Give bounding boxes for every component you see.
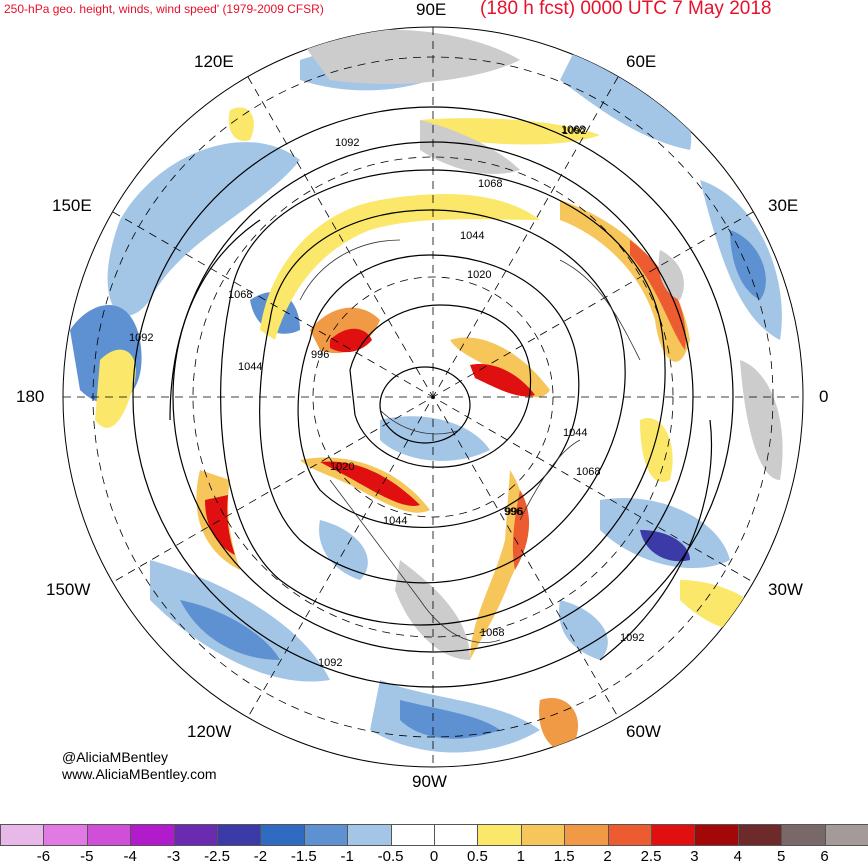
colorbar-swatch bbox=[564, 824, 609, 846]
colorbar-tick-label: -6 bbox=[36, 848, 51, 865]
forecast-time-title: (180 h fcst) 0000 UTC 7 May 2018 bbox=[480, 0, 772, 19]
lat-lon-grid bbox=[63, 27, 803, 767]
map-title: 250-hPa geo. height, winds, wind speed' … bbox=[4, 2, 324, 16]
lon-label-0: 0 bbox=[819, 387, 829, 406]
colorbar-tick-label: 6 bbox=[820, 848, 829, 865]
colorbar-tick-label: 1.5 bbox=[553, 848, 575, 865]
svg-text:1020: 1020 bbox=[467, 269, 491, 281]
colorbar-swatch bbox=[173, 824, 218, 846]
svg-text:1068: 1068 bbox=[480, 627, 504, 639]
colorbar-swatch bbox=[781, 824, 826, 846]
svg-text:1044: 1044 bbox=[238, 361, 262, 373]
credit-website: www.AliciaMBentley.com bbox=[62, 766, 217, 782]
svg-text:996: 996 bbox=[504, 506, 522, 518]
lon-label-120e: 120E bbox=[194, 52, 234, 71]
colorbar-tick-label: 3 bbox=[690, 848, 699, 865]
colorbar-swatch bbox=[86, 824, 132, 846]
colorbar-swatch bbox=[303, 824, 349, 846]
svg-text:996: 996 bbox=[311, 349, 329, 361]
terrain-masking bbox=[300, 29, 783, 660]
colorbar-swatch bbox=[434, 824, 479, 846]
colorbar-swatch bbox=[607, 824, 652, 846]
lon-label-120w: 120W bbox=[187, 722, 232, 741]
svg-text:1068: 1068 bbox=[478, 178, 502, 190]
colorbar-swatch bbox=[651, 824, 696, 846]
colorbar-tick-label: 2.5 bbox=[640, 848, 662, 865]
svg-text:996: 996 bbox=[505, 506, 523, 518]
svg-text:1068: 1068 bbox=[228, 289, 252, 301]
colorbar-tick-label: -0.5 bbox=[377, 848, 404, 865]
credit-handle: @AliciaMBentley bbox=[62, 749, 169, 765]
lon-label-30w: 30W bbox=[768, 580, 803, 599]
colorbar-tick-label: -3 bbox=[166, 848, 181, 865]
colorbar-swatch bbox=[694, 824, 739, 846]
colorbar-swatch bbox=[520, 824, 566, 846]
colorbar-tick-label: -2 bbox=[253, 848, 268, 865]
colorbar-tick-label: -1 bbox=[340, 848, 354, 865]
colorbar-tick-label: 2 bbox=[603, 848, 612, 865]
lon-label-150e: 150E bbox=[52, 196, 92, 215]
lon-label-90w: 90W bbox=[412, 772, 447, 791]
colorbar-swatch bbox=[217, 824, 262, 846]
colorbar-swatch bbox=[43, 824, 88, 846]
svg-text:1092: 1092 bbox=[335, 137, 359, 149]
colorbar-tick-label: -4 bbox=[123, 848, 137, 865]
svg-text:1092: 1092 bbox=[129, 332, 153, 344]
colorbar-swatch bbox=[130, 824, 175, 846]
svg-text:1068: 1068 bbox=[561, 124, 585, 136]
contour-height-labels: 1092 1068 1044 1020 996 1092 1068 1044 9… bbox=[129, 124, 644, 669]
colorbar-tick-label: -5 bbox=[80, 848, 94, 865]
svg-text:1020: 1020 bbox=[330, 461, 354, 473]
colorbar-swatch bbox=[260, 824, 305, 846]
colorbar-tick-label: -2.5 bbox=[204, 848, 230, 865]
colorbar-swatch bbox=[477, 824, 522, 846]
lon-label-60w: 60W bbox=[626, 722, 661, 741]
svg-text:1092: 1092 bbox=[620, 632, 644, 644]
svg-text:1044: 1044 bbox=[563, 427, 587, 439]
coastlines bbox=[299, 239, 641, 643]
colorbar-tick-label: 4 bbox=[733, 848, 742, 865]
lon-label-180: 180 bbox=[16, 387, 45, 406]
svg-text:1044: 1044 bbox=[383, 515, 407, 527]
colorbar-swatch bbox=[0, 824, 45, 846]
colorbar-tick-label: 5 bbox=[777, 848, 786, 865]
lon-label-60e: 60E bbox=[626, 52, 657, 71]
colorbar-swatch bbox=[824, 824, 868, 846]
svg-text:1092: 1092 bbox=[318, 657, 342, 669]
colorbar-tick-label: 1 bbox=[516, 848, 525, 865]
colorbar-tick-label: 0 bbox=[429, 848, 439, 865]
colorbar-tick-label: 0.5 bbox=[466, 848, 488, 865]
svg-text:1044: 1044 bbox=[460, 230, 484, 242]
colorbar-tick-label: -1.5 bbox=[290, 848, 317, 865]
colorbar: -6 -5 -4 -3 -2.5 -2 -1.5 -1 -0.5 0 0.5 1 1.5 2 2.5 3 4 5 6 bbox=[0, 818, 868, 865]
lon-label-90e: 90E bbox=[416, 0, 447, 19]
lon-label-150w: 150W bbox=[46, 580, 91, 599]
colorbar-swatch bbox=[737, 824, 783, 846]
wind-speed-anomaly-shading bbox=[70, 40, 782, 753]
colorbar-swatch bbox=[347, 824, 392, 846]
svg-text:1068: 1068 bbox=[576, 466, 600, 478]
svg-text:1092: 1092 bbox=[562, 125, 586, 137]
colorbar-swatch bbox=[390, 824, 435, 846]
polar-stereographic-map: 1092 1068 1044 1020 996 1092 1068 1044 9… bbox=[62, 26, 804, 768]
lon-label-30e: 30E bbox=[768, 196, 799, 215]
